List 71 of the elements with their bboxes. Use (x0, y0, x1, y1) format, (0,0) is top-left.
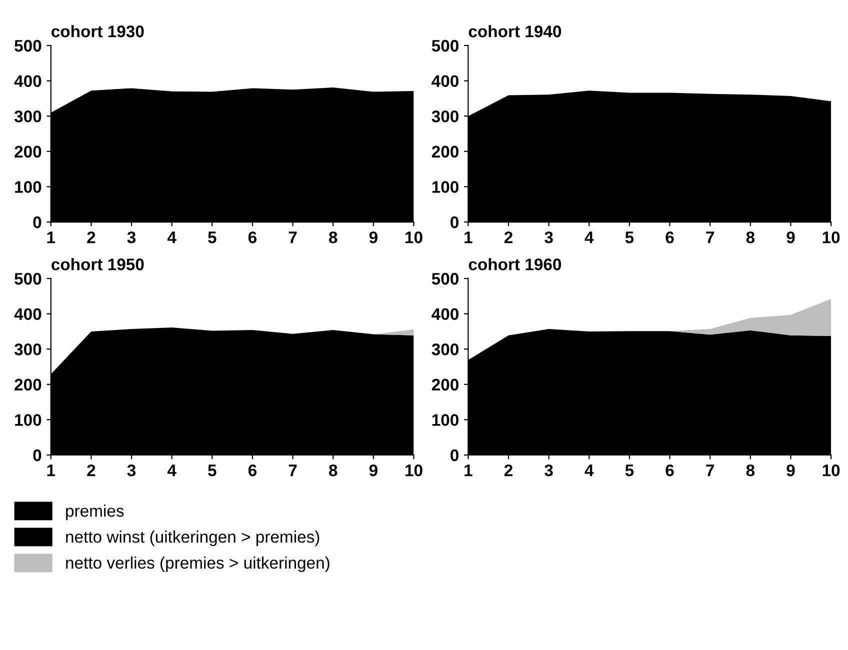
x-tick-label: 5 (208, 464, 216, 476)
x-tick-label: 7 (706, 232, 714, 244)
x-tick-label: 3 (127, 464, 136, 476)
x-tick-label: 9 (369, 464, 378, 476)
y-tick-label: 300 (14, 343, 42, 356)
y-tick-label: 300 (432, 343, 458, 356)
x-tick-label: 8 (746, 231, 755, 244)
x-tick-label: 8 (746, 464, 755, 476)
y-tick-label: 400 (14, 75, 42, 88)
x-tick-label: 10 (406, 464, 422, 476)
y-tick-label: 500 (14, 272, 42, 285)
y-tick-label: 100 (15, 414, 42, 426)
y-tick-label: 100 (432, 414, 458, 426)
y-tick-label: 500 (432, 272, 458, 285)
y-tick-label: 0 (33, 216, 42, 228)
x-tick-label: 8 (329, 464, 338, 476)
x-tick-label: 2 (504, 464, 512, 476)
legend-label: premies (66, 504, 124, 520)
y-tick-label: 400 (432, 308, 458, 320)
x-tick-label: 5 (625, 464, 634, 476)
x-tick-label: 10 (822, 464, 840, 476)
x-tick-label: 10 (822, 231, 840, 244)
y-tick-label: 200 (432, 146, 458, 158)
x-tick-label: 2 (87, 231, 96, 244)
chart-title: cohort 1940 (468, 25, 562, 38)
y-tick-label: 300 (432, 110, 458, 122)
x-tick-label: 4 (167, 464, 176, 476)
x-tick-label: 6 (248, 464, 257, 476)
chart-title: cohort 1950 (52, 258, 144, 270)
x-tick-label: 1 (47, 232, 56, 244)
chart-title: cohort 1930 (52, 25, 144, 38)
y-tick-label: 0 (33, 449, 42, 462)
y-tick-label: 200 (14, 378, 42, 391)
x-tick-label: 6 (666, 464, 674, 476)
x-tick-label: 7 (706, 464, 714, 476)
x-tick-label: 2 (504, 231, 512, 244)
x-tick-label: 9 (786, 464, 795, 476)
legend-label: netto winst (uitkeringen > premies) (66, 530, 320, 546)
x-tick-label: 6 (666, 231, 674, 244)
x-tick-label: 7 (288, 464, 297, 476)
x-tick-label: 3 (544, 464, 553, 476)
y-tick-label: 500 (14, 40, 42, 52)
x-tick-label: 2 (87, 464, 96, 476)
y-tick-label: 0 (450, 216, 458, 228)
y-tick-label: 500 (432, 40, 458, 52)
chart-title: cohort 1960 (468, 258, 562, 270)
x-tick-label: 7 (288, 232, 297, 244)
x-tick-label: 3 (544, 231, 553, 244)
y-tick-label: 100 (432, 181, 458, 193)
x-tick-label: 4 (167, 232, 176, 244)
y-tick-label: 200 (14, 146, 42, 158)
x-tick-label: 9 (369, 231, 378, 244)
y-tick-label: 100 (15, 181, 42, 193)
y-tick-label: 400 (432, 75, 458, 88)
x-tick-label: 8 (329, 231, 338, 244)
x-tick-label: 5 (625, 232, 634, 244)
x-tick-label: 1 (47, 464, 56, 476)
x-tick-label: 1 (464, 232, 472, 244)
x-tick-label: 10 (406, 231, 422, 244)
y-tick-label: 200 (432, 378, 458, 391)
x-tick-label: 1 (464, 464, 472, 476)
x-tick-label: 4 (584, 232, 594, 244)
y-tick-label: 400 (14, 308, 42, 320)
legend-label: netto verlies (premies > uitkeringen) (66, 556, 330, 572)
x-tick-label: 4 (584, 464, 594, 476)
y-tick-label: 0 (450, 449, 458, 462)
y-tick-label: 300 (14, 110, 42, 122)
x-tick-label: 6 (248, 231, 257, 244)
x-tick-label: 9 (786, 231, 795, 244)
x-tick-label: 5 (208, 232, 216, 244)
x-tick-label: 3 (127, 231, 136, 244)
